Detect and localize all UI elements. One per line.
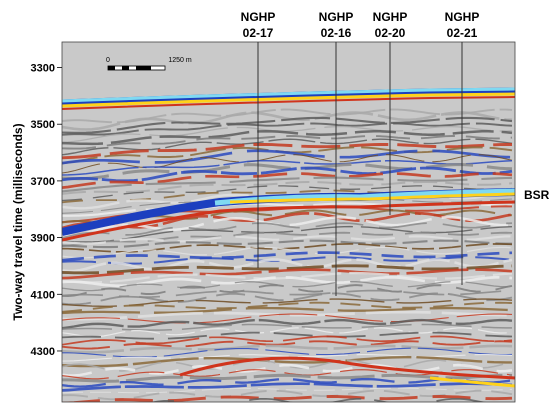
y-tick-label: 3900 bbox=[31, 233, 55, 245]
y-axis: 3300 3500 3700 3900 4100 4300 bbox=[31, 63, 62, 358]
scale-start: 0 bbox=[106, 57, 110, 64]
well-name: NGHP bbox=[241, 10, 276, 24]
well-name: NGHP bbox=[445, 10, 480, 24]
page: NGHP 02-17 NGHP 02-16 NGHP 02-20 NGHP 02-21 0 1… bbox=[0, 0, 554, 405]
well-id: 02-16 bbox=[321, 26, 352, 40]
y-tick-label: 4300 bbox=[31, 346, 55, 358]
y-tick-label: 3300 bbox=[31, 63, 55, 75]
well-id: 02-20 bbox=[375, 26, 406, 40]
y-axis-label: Two-way travel time (milliseconds) bbox=[11, 123, 25, 320]
well-id: 02-21 bbox=[447, 26, 478, 40]
y-tick-label: 3700 bbox=[31, 176, 55, 188]
scale-end: 1250 m bbox=[168, 57, 192, 64]
well-name: NGHP bbox=[319, 10, 354, 24]
y-tick-label: 3500 bbox=[31, 119, 55, 131]
bsr-label: BSR bbox=[524, 188, 550, 202]
well-name: NGHP bbox=[373, 10, 408, 24]
seismic-figure: NGHP 02-17 NGHP 02-16 NGHP 02-20 NGHP 02-21 0 1… bbox=[0, 0, 554, 405]
y-tick-label: 4100 bbox=[31, 289, 55, 301]
well-id: 02-17 bbox=[243, 26, 274, 40]
